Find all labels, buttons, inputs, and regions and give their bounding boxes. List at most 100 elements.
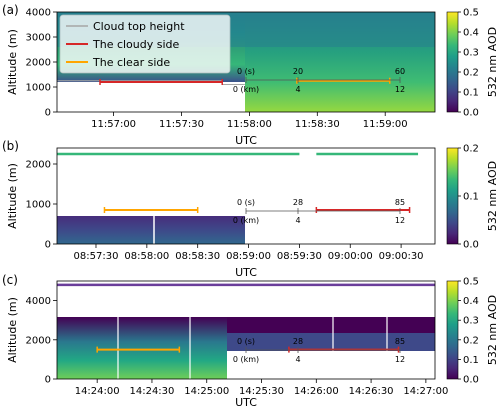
legend: Cloud top height The cloudy side The cle… — [59, 14, 231, 74]
colorbar-tick-label: 0.0 — [463, 108, 479, 119]
scale-seconds-label: 20 — [293, 67, 303, 76]
colorbar-tick-label: 0.2 — [463, 144, 479, 155]
scale-seconds-label: 28 — [293, 198, 303, 207]
colorbar-tick-label: 0.3 — [463, 48, 479, 59]
panel-b-marks: 0 (s) 0 (km) 28 4 85 12 — [57, 152, 419, 225]
colorbar-frame — [446, 280, 459, 380]
y-tick-label: 0 — [45, 240, 51, 251]
x-tick-label: 11:58:00 — [227, 119, 272, 130]
legend-entry-cloudtop: Cloud top height — [93, 20, 185, 33]
colorbar-tick-label: 0.2 — [463, 335, 479, 346]
scale-seconds-label: 0 (s) — [237, 67, 255, 76]
y-tick-label: 4000 — [26, 296, 51, 307]
x-tick-label: 08:59:30 — [277, 251, 322, 262]
colorbar — [447, 148, 458, 244]
colorbar-label: 532 nm AOD — [486, 27, 499, 97]
colorbar-frame — [446, 11, 459, 113]
legend-entry-clear: The clear side — [92, 56, 170, 69]
scale-seconds-label: 0 (s) — [237, 337, 255, 346]
panel-label: (c) — [2, 273, 18, 287]
colorbar-tick-label: 0.1 — [463, 192, 479, 203]
aod-field-right-top — [227, 317, 435, 333]
x-tick-label: 11:57:00 — [91, 119, 136, 130]
x-tick-label: 14:27:00 — [403, 386, 448, 397]
scale-km-label: 0 (km) — [233, 355, 259, 364]
x-tick-label: 11:58:30 — [295, 119, 340, 130]
y-tick-label: 0 — [45, 375, 51, 386]
scale-seconds-label: 60 — [395, 67, 405, 76]
y-axis-label: Altitude (m) — [6, 297, 19, 363]
x-tick-label: 09:00:30 — [379, 251, 424, 262]
plot-frame — [56, 147, 436, 245]
colorbar-tick-label: 0.5 — [463, 8, 479, 19]
scale-km-label: 0 (km) — [233, 216, 259, 225]
scale-seconds-label: 85 — [395, 337, 405, 346]
colorbar-tick-label: 0.3 — [463, 316, 479, 327]
colorbar-tick-label: 0.1 — [463, 88, 479, 99]
colorbar-label: 532 nm AOD — [486, 295, 499, 365]
scale-seconds-label: 0 (s) — [237, 198, 255, 207]
panel-label: (a) — [2, 3, 19, 17]
colorbar-tick-label: 0.0 — [463, 240, 479, 251]
y-tick-label: 3000 — [26, 33, 51, 44]
y-tick-label: 4000 — [26, 8, 51, 19]
scale-km-label: 4 — [295, 216, 300, 225]
y-tick-label: 0 — [45, 108, 51, 119]
panel-label: (b) — [2, 139, 19, 153]
aod-field-left — [57, 317, 227, 379]
x-tick-label: 14:26:30 — [349, 386, 394, 397]
scale-km-label: 12 — [395, 355, 405, 364]
x-tick-label: 08:59:00 — [226, 251, 271, 262]
x-tick-label: 11:59:00 — [363, 119, 408, 130]
x-tick-label: 09:00:00 — [328, 251, 373, 262]
scale-seconds-label: 28 — [293, 337, 303, 346]
x-tick-label: 14:25:00 — [184, 386, 229, 397]
x-axis-label: UTC — [235, 134, 257, 147]
panel-a-axes: 11:57:00 11:57:30 11:58:00 11:58:30 11:59:00… — [26, 8, 408, 131]
colorbar-tick-label: 0.1 — [463, 355, 479, 366]
colorbar-tick-label: 0.4 — [463, 296, 479, 307]
y-tick-label: 1000 — [26, 83, 51, 94]
colorbar-tick-label: 0.2 — [463, 68, 479, 79]
scale-seconds-label: 85 — [395, 198, 405, 207]
aod-field-left-low — [57, 82, 245, 112]
colorbar-frame — [446, 147, 459, 245]
x-tick-label: 14:24:30 — [129, 386, 174, 397]
panel-b-axes: 08:57:30 08:58:00 08:58:30 08:59:00 08:59:30… — [26, 160, 424, 263]
panel-c-axes: 14:24:00 14:24:30 14:25:00 14:25:30 14:26:00… — [26, 296, 449, 397]
panel-a: (a) Cloud top height The cloudy side The… — [2, 3, 499, 147]
legend-entry-cloudy: The cloudy side — [92, 38, 180, 51]
x-tick-label: 14:24:00 — [75, 386, 120, 397]
scale-km-label: 4 — [295, 355, 300, 364]
colorbar-tick-label: 0.5 — [463, 277, 479, 288]
y-axis-label: Altitude (m) — [6, 29, 19, 95]
colorbar — [447, 12, 458, 112]
y-tick-label: 2000 — [26, 160, 51, 171]
panel-c-colorbar-ticks: 0.0 0.1 0.2 0.3 0.4 0.5 — [446, 277, 479, 386]
x-tick-label: 14:25:30 — [239, 386, 284, 397]
scale-km-label: 4 — [295, 85, 300, 94]
panel-a-marks: 0 (s) 0 (km) 20 4 60 12 — [57, 67, 405, 94]
scale-km-label: 12 — [395, 216, 405, 225]
x-tick-label: 14:26:00 — [294, 386, 339, 397]
x-axis-label: UTC — [235, 396, 257, 409]
panel-b-colorbar-ticks: 0.0 0.1 0.2 — [446, 144, 479, 251]
colorbar-tick-label: 0.0 — [463, 375, 479, 386]
aod-field-left — [57, 216, 245, 244]
colorbar-label: 532 nm AOD — [486, 161, 499, 231]
x-tick-label: 08:58:00 — [124, 251, 169, 262]
panel-a-colorbar-ticks: 0.0 0.1 0.2 0.3 0.4 0.5 — [446, 8, 479, 119]
x-tick-label: 11:57:30 — [159, 119, 204, 130]
x-tick-label: 08:58:30 — [175, 251, 220, 262]
y-tick-label: 2000 — [26, 58, 51, 69]
colorbar-tick-label: 0.4 — [463, 28, 479, 39]
y-axis-label: Altitude (m) — [6, 163, 19, 229]
y-tick-label: 2000 — [26, 335, 51, 346]
scale-km-label: 0 (km) — [233, 85, 259, 94]
legend-box — [59, 14, 231, 74]
x-tick-label: 08:57:30 — [74, 251, 119, 262]
colorbar — [447, 281, 458, 379]
